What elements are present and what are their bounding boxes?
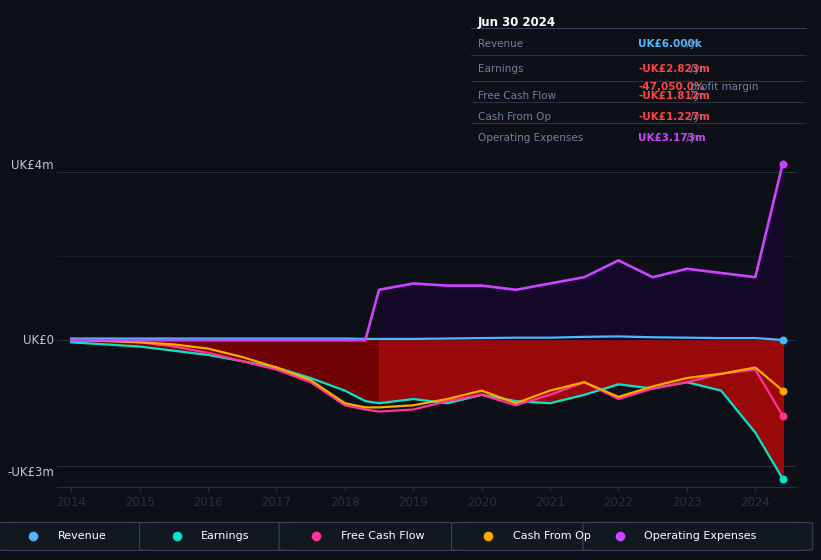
Text: /yr: /yr: [682, 133, 699, 143]
Text: Revenue: Revenue: [57, 531, 106, 542]
Text: /yr: /yr: [687, 112, 704, 122]
Text: -UK£1.227m: -UK£1.227m: [639, 112, 710, 122]
Point: [170, 532, 183, 541]
FancyBboxPatch shape: [0, 522, 152, 550]
Text: -47,050.0%: -47,050.0%: [639, 82, 704, 92]
Point: [776, 386, 789, 395]
Point: [613, 532, 626, 541]
Text: UK£0: UK£0: [23, 334, 54, 347]
Text: Revenue: Revenue: [478, 39, 523, 49]
Text: Operating Expenses: Operating Expenses: [478, 133, 583, 143]
FancyBboxPatch shape: [583, 522, 813, 550]
Point: [776, 335, 789, 344]
Text: Earnings: Earnings: [478, 64, 523, 74]
FancyBboxPatch shape: [279, 522, 460, 550]
Text: UK£6.000k: UK£6.000k: [639, 39, 702, 49]
Text: profit margin: profit margin: [687, 82, 759, 92]
Point: [310, 532, 323, 541]
Text: -UK£1.812m: -UK£1.812m: [639, 91, 710, 101]
Text: -UK£3m: -UK£3m: [7, 466, 54, 479]
Point: [776, 474, 789, 483]
Point: [26, 532, 39, 541]
Text: UK£4m: UK£4m: [11, 159, 54, 172]
Text: Earnings: Earnings: [201, 531, 250, 542]
Text: Free Cash Flow: Free Cash Flow: [341, 531, 424, 542]
Text: Free Cash Flow: Free Cash Flow: [478, 91, 556, 101]
Text: Operating Expenses: Operating Expenses: [644, 531, 757, 542]
Text: Jun 30 2024: Jun 30 2024: [478, 16, 556, 29]
Text: UK£3.173m: UK£3.173m: [639, 133, 706, 143]
Text: Cash From Op: Cash From Op: [513, 531, 591, 542]
Text: /yr: /yr: [687, 64, 704, 74]
Text: -UK£2.823m: -UK£2.823m: [639, 64, 710, 74]
Text: /yr: /yr: [682, 39, 699, 49]
FancyBboxPatch shape: [140, 522, 296, 550]
Text: /yr: /yr: [687, 91, 704, 101]
Point: [776, 159, 789, 168]
Point: [482, 532, 495, 541]
Text: Cash From Op: Cash From Op: [478, 112, 551, 122]
FancyBboxPatch shape: [452, 522, 624, 550]
Point: [776, 411, 789, 420]
